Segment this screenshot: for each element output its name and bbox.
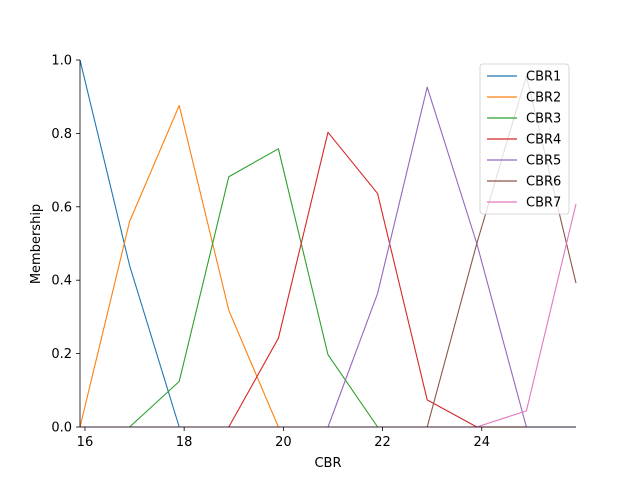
x-tick-label: 18 [176, 435, 193, 450]
x-axis-label: CBR [314, 456, 341, 471]
legend-label-cbr4: CBR4 [526, 133, 561, 148]
legend-label-cbr6: CBR6 [526, 175, 561, 190]
x-tick-label: 16 [77, 435, 94, 450]
y-tick-label: 0.2 [51, 347, 72, 362]
legend: CBR1 CBR2 CBR3 CBR4 CBR5 CBR6 CBR7 [479, 63, 570, 215]
y-tick-label: 0.6 [51, 200, 72, 215]
legend-label-cbr7: CBR7 [526, 196, 561, 211]
y-tick-label: 0.4 [51, 274, 72, 289]
axes-layer [79, 60, 576, 428]
legend-label-cbr1: CBR1 [526, 70, 561, 85]
legend-label-cbr5: CBR5 [526, 154, 561, 169]
y-ticks: 0.0 0.2 0.4 0.6 0.8 1.0 [51, 54, 80, 436]
x-ticks: 16 18 20 22 24 [77, 427, 490, 450]
y-axis-label: Membership [29, 204, 44, 284]
x-tick-label: 22 [374, 435, 391, 450]
series-line-cbr7 [80, 203, 577, 428]
x-tick-label: 20 [275, 435, 292, 450]
x-tick-label: 24 [473, 435, 490, 450]
y-tick-label: 1.0 [51, 54, 72, 69]
y-tick-label: 0.8 [51, 127, 72, 142]
y-tick-label: 0.0 [51, 421, 72, 436]
legend-frame [479, 63, 570, 215]
legend-label-cbr2: CBR2 [526, 91, 561, 106]
legend-label-cbr3: CBR3 [526, 112, 561, 127]
